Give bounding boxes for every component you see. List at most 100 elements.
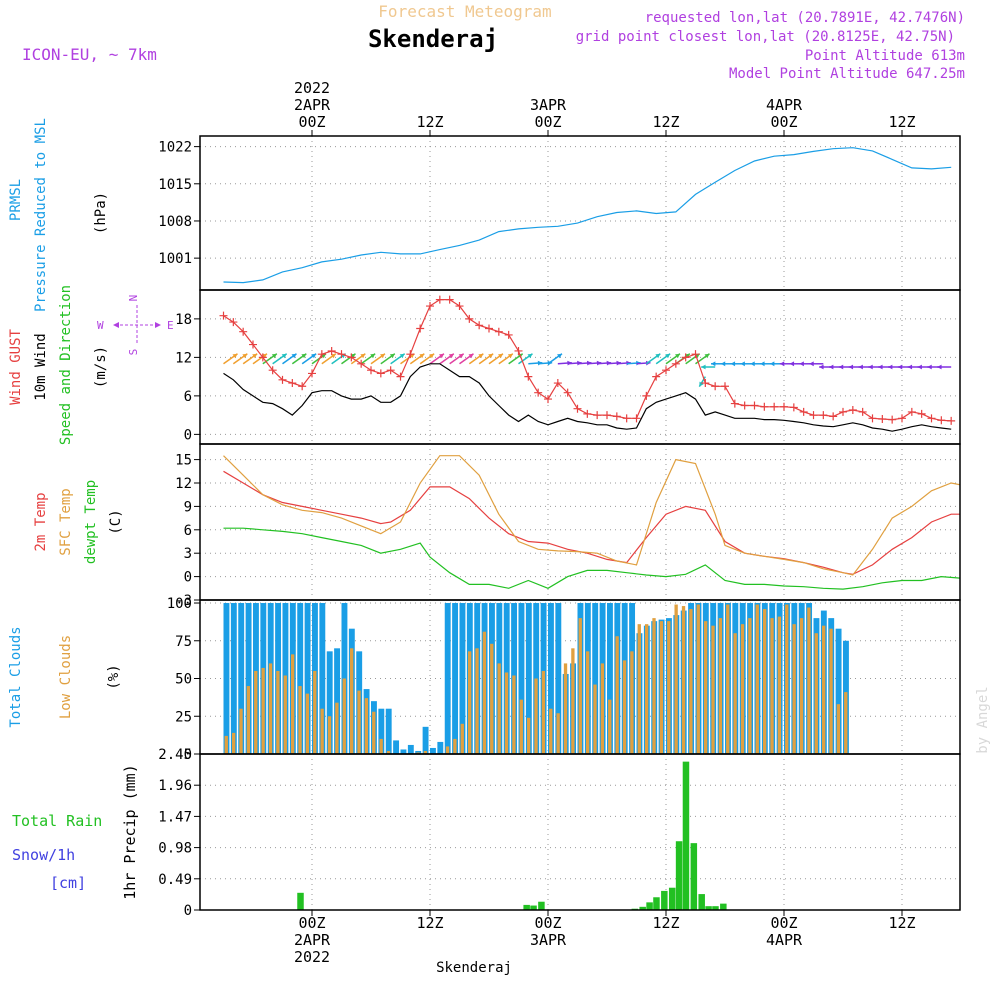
panel-frame [199, 753, 961, 911]
cloud-low-bar [836, 704, 841, 754]
cloud-total-bar [407, 744, 414, 754]
gust-marker [927, 414, 936, 423]
plot-area [297, 761, 727, 910]
wind-arrow-head [937, 364, 942, 370]
wind-arrow-head [439, 353, 444, 359]
cloud-total-bar [297, 603, 304, 754]
wind-arrow-head [799, 361, 804, 367]
axis-label: SFC Temp [58, 488, 74, 555]
y-tick-label: 0.98 [158, 841, 192, 857]
cloud-low-bar [512, 675, 516, 754]
cloud-low-bar [445, 746, 450, 754]
gust-marker [416, 324, 425, 333]
series-line [223, 299, 952, 422]
bottom-time-label: 12Z [888, 914, 915, 932]
location-title: Skenderaj [368, 25, 498, 53]
gust-marker [691, 350, 700, 359]
cloud-low-bar [755, 604, 759, 754]
panel-frame [199, 135, 961, 291]
wind-arrow-head [750, 361, 755, 367]
cloud-low-bar [807, 607, 811, 754]
cloud-low-bar [563, 663, 568, 754]
cloud-low-bar [526, 717, 531, 754]
axis-label: Total Clouds [8, 626, 24, 727]
y-tick-label: 12 [175, 476, 192, 492]
cloud-low-bar [349, 648, 354, 754]
gust-marker [711, 382, 720, 391]
gust-marker [494, 327, 503, 336]
plot-area [223, 603, 849, 754]
wind-arrow-head [809, 361, 814, 367]
cloud-low-bar [342, 678, 346, 754]
cloud-low-bar [357, 690, 361, 754]
y-tick-label: 0 [184, 903, 192, 919]
gust-marker [485, 324, 493, 333]
cloud-low-bar [785, 604, 789, 754]
axis-label: Wind GUST [8, 329, 24, 405]
gust-marker [268, 366, 277, 375]
cloud-low-bar [497, 663, 501, 754]
wind-arrow-head [740, 361, 745, 367]
gust-marker [475, 321, 484, 330]
model-altitude: Model Point Altitude 647.25m [729, 66, 965, 82]
gust-marker [357, 359, 366, 368]
gust-marker [386, 366, 395, 375]
model-name: ICON-EU, ~ 7km [22, 45, 157, 64]
wind-arrow-head [897, 364, 903, 370]
wind-arrow-head [380, 353, 385, 359]
top-time-label: 2APR [294, 96, 331, 114]
cloud-low-bar [718, 618, 723, 754]
cloud-total-bar [592, 603, 599, 754]
cloud-total-bar [548, 603, 554, 754]
gust-marker [799, 407, 808, 416]
y-tick-label: -3 [175, 593, 192, 609]
cloud-low-bar [453, 738, 457, 754]
axis-label: (%) [106, 664, 122, 689]
top-time-label: 12Z [888, 113, 915, 131]
series-line [223, 470, 960, 575]
cloud-low-bar [571, 648, 575, 754]
axis-label: (hPa) [93, 192, 109, 234]
precip-bar [675, 841, 683, 910]
cloud-low-bar [608, 699, 612, 754]
series-line [223, 527, 960, 590]
gust-marker [868, 414, 877, 423]
cloud-low-bar [276, 670, 280, 754]
axis-label: (C) [108, 509, 124, 534]
wind-arrow-head [360, 353, 366, 359]
axis-label: 10m Wind [33, 333, 49, 400]
precip-bar [297, 892, 304, 910]
wind-arrow-head [878, 364, 883, 370]
bottom-time-label: 4APR [766, 931, 803, 949]
cloud-low-bar [261, 667, 265, 754]
axis-label: [cm] [50, 874, 86, 892]
cloud-low-bar [814, 633, 818, 754]
precip-bar [523, 904, 530, 910]
product-title: Forecast Meteogram [378, 2, 551, 21]
panel-precip: 0 0.49 0.98 1.47 1.96 2.45 Total Rain Snow/1h [c… [12, 747, 961, 919]
wind-arrow-head [527, 353, 533, 359]
wind-arrow-head [829, 364, 834, 370]
y-tick-label: 12 [175, 350, 192, 366]
grid-point-coords: grid point closest lon,lat (20.8125E, 42… [576, 29, 955, 45]
compass-arrow-w [113, 322, 119, 328]
cloud-total-bar [393, 740, 400, 754]
gust-marker [878, 414, 887, 423]
y-tick-label: 25 [175, 709, 192, 725]
cloud-low-bar [674, 604, 678, 754]
gust-marker [937, 416, 946, 425]
series-line [223, 455, 960, 576]
cloud-total-bar [245, 603, 252, 754]
cloud-total-bar [430, 747, 436, 754]
gust-marker [632, 414, 641, 423]
cloud-total-bar [378, 708, 385, 754]
cloud-low-bar [733, 633, 737, 754]
series-line [223, 363, 952, 432]
y-tick-label: 18 [175, 312, 192, 328]
wind-arrow-head [370, 353, 376, 359]
series-line [223, 147, 952, 284]
gust-marker [534, 388, 543, 397]
bottom-time-label: 00Z [298, 914, 325, 932]
gust-marker [809, 411, 818, 420]
gust-marker [553, 379, 562, 388]
